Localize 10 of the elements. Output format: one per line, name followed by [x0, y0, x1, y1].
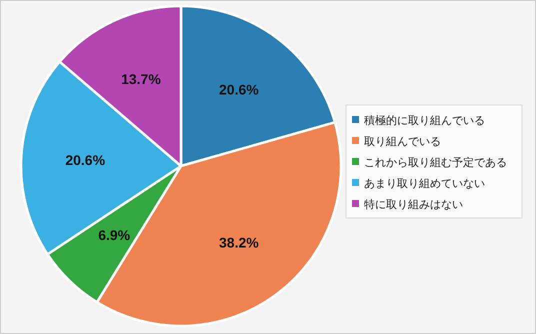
data-label: 6.9%	[98, 226, 131, 243]
legend-label: これから取り組む予定である	[364, 156, 507, 169]
data-label: 38.2%	[219, 234, 260, 251]
legend-label: 取り組んでいる	[364, 136, 441, 148]
legend-label: あまり取り組めていない	[364, 178, 485, 190]
data-label: 13.7%	[121, 70, 162, 87]
legend-label: 積極的に取り組んでいる	[364, 115, 485, 127]
data-label: 20.6%	[219, 81, 260, 98]
legend-label: 特に取り組みはない	[364, 199, 463, 211]
data-label: 20.6%	[65, 152, 106, 168]
